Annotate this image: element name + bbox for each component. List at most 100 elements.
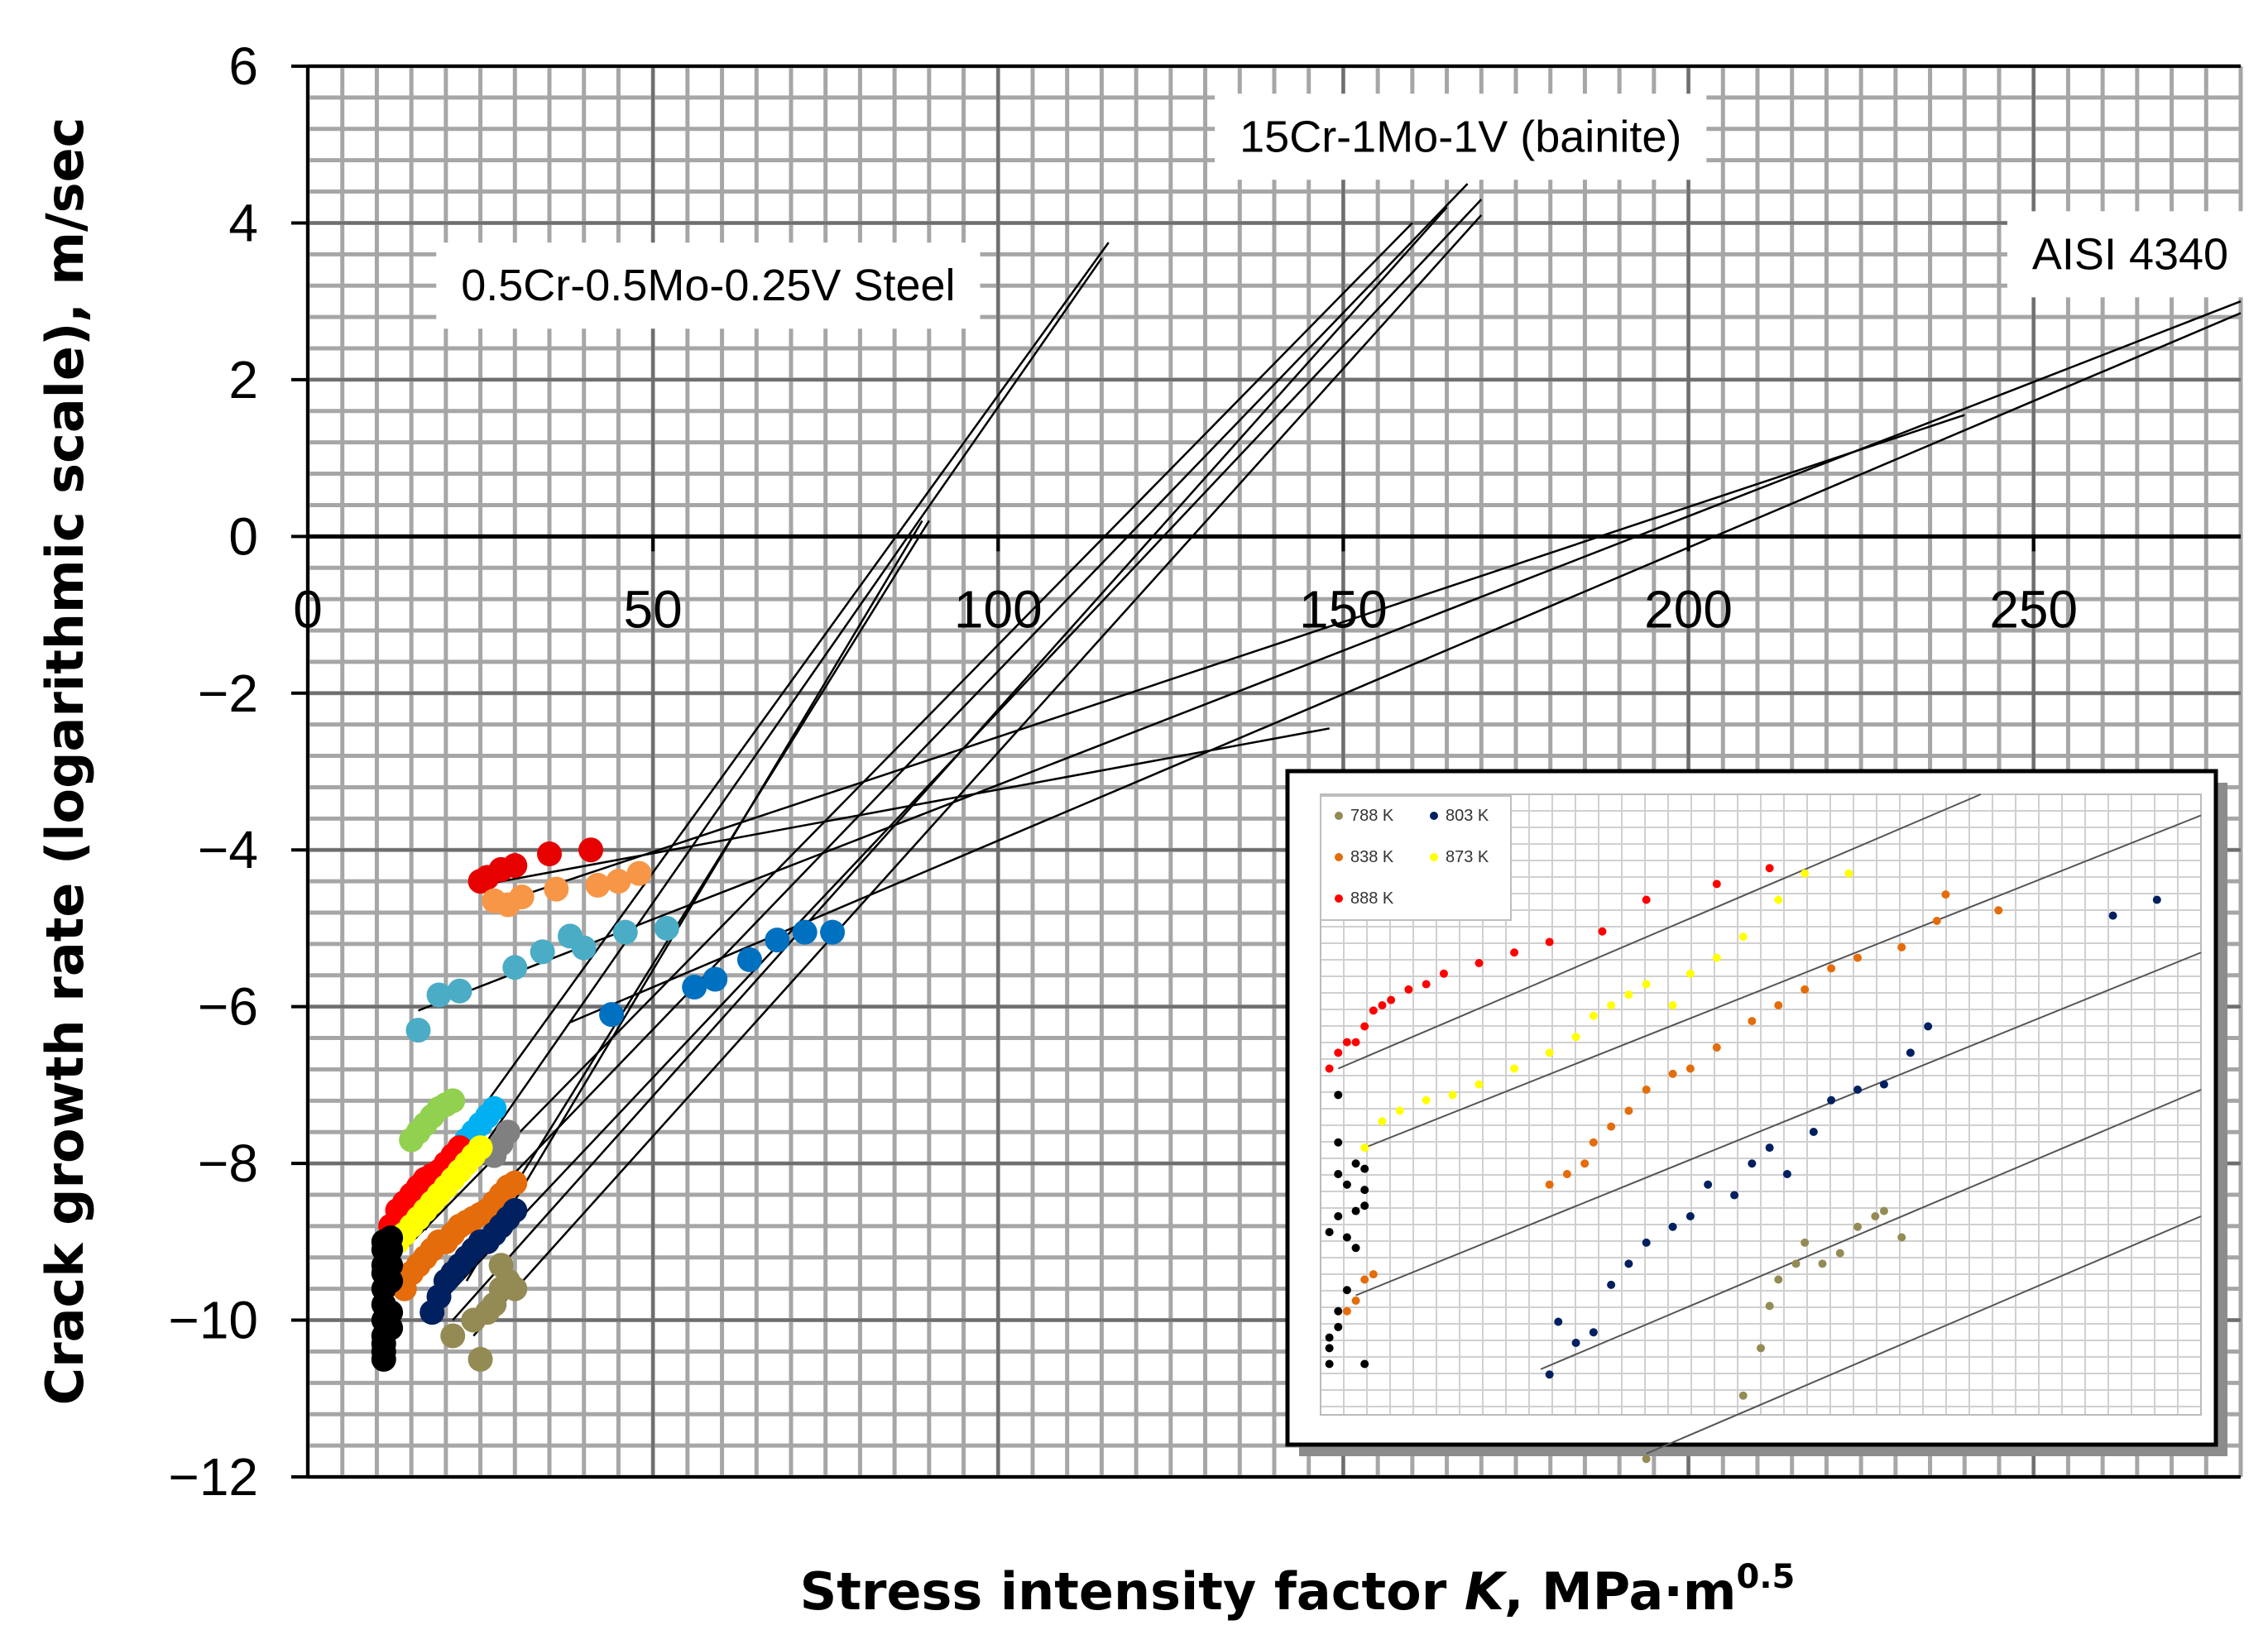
- inset-legend-marker: [1335, 853, 1343, 861]
- data-point: [371, 1339, 396, 1364]
- data-point: [585, 872, 611, 898]
- annotation-box: [2007, 211, 2254, 298]
- inset-data-point: [1800, 985, 1810, 994]
- inset-data-point: [1924, 1022, 1933, 1031]
- data-point: [468, 1346, 493, 1372]
- inset-data-point: [1871, 1212, 1880, 1220]
- inset-data-point: [1827, 964, 1836, 973]
- inset-data-point: [1906, 1048, 1915, 1057]
- data-point: [612, 919, 638, 945]
- inset-series: [1325, 1091, 1369, 1369]
- fit-line: [444, 520, 930, 1297]
- inset-data-point: [1809, 1128, 1818, 1136]
- x-tick-label: 0: [293, 579, 323, 639]
- inset-data-point: [1325, 1359, 1334, 1369]
- inset-data-point: [1827, 1095, 1836, 1105]
- inset-data-point: [1510, 1064, 1519, 1073]
- inset-data-point: [1941, 890, 1950, 899]
- inset-data-point: [1685, 969, 1695, 978]
- inset-data-point: [1712, 1043, 1721, 1052]
- data-point: [488, 1253, 514, 1278]
- inset-data-point: [1668, 1001, 1677, 1009]
- fit-line: [418, 300, 2242, 1012]
- data-point: [468, 1135, 493, 1161]
- data-point: [530, 939, 555, 965]
- inset-data-point: [1422, 980, 1431, 989]
- x-axis-title-mid: , MPa·m: [1504, 1561, 1737, 1622]
- inset-data-point: [1334, 1322, 1343, 1331]
- annotation-box: [1215, 93, 1707, 180]
- fit-line: [403, 222, 1413, 1251]
- inset-data-point: [1448, 1091, 1457, 1100]
- inset-series: [1325, 864, 1774, 1073]
- data-point: [736, 947, 762, 972]
- inset-data-point: [1378, 1001, 1387, 1009]
- inset-data-point: [1351, 1206, 1360, 1215]
- x-axis-title-k: K: [1465, 1561, 1508, 1622]
- inset-data-point: [1342, 1306, 1351, 1316]
- fit-line: [480, 727, 1330, 887]
- inset-data-point: [1748, 1159, 1757, 1168]
- data-point: [447, 978, 472, 1004]
- inset-legend: 788 K 803 K 838 K 873 K 888 K: [1320, 795, 1512, 921]
- inset-data-point: [1571, 1033, 1580, 1042]
- fit-line: [417, 183, 1469, 1274]
- series-olive: [440, 1253, 528, 1372]
- data-point: [792, 919, 818, 945]
- inset-data-point: [1853, 953, 1863, 962]
- inset-data-point: [1545, 1370, 1554, 1379]
- inset-data-point: [1351, 1297, 1360, 1305]
- data-point: [440, 1323, 466, 1349]
- annotation: 0.5Cr-0.5Mo-0.25V Steel: [436, 242, 981, 329]
- inset-data-point: [1765, 1301, 1774, 1311]
- data-point: [571, 935, 597, 961]
- y-tick-label: −12: [168, 1447, 258, 1507]
- inset-data-point: [1474, 1080, 1484, 1089]
- inset-chart: 788 K 803 K 838 K 873 K 888 K: [1285, 769, 2227, 1464]
- inset-data-point: [1897, 1233, 1906, 1242]
- inset-data-point: [1439, 969, 1448, 978]
- inset-data-point: [2108, 911, 2117, 920]
- inset-data-point: [1765, 864, 1774, 873]
- y-axis-title: Crack growth rate (logarithmic scale), m…: [35, 117, 95, 1406]
- inset-data-point: [1642, 980, 1651, 989]
- inset-data-point: [1642, 1455, 1651, 1464]
- inset-data-point: [1800, 1238, 1810, 1247]
- tick-labels: 6 4 2 0 −2 −4 −6 −8 −10 −12 0 50 100 150 200 250: [168, 36, 2078, 1507]
- inset-data-point: [1562, 1170, 1571, 1178]
- data-point: [509, 884, 535, 910]
- inset-legend-label: 838 K: [1350, 848, 1394, 866]
- inset-data-point: [1422, 1095, 1431, 1105]
- data-point: [682, 974, 707, 999]
- inset-data-point: [1712, 880, 1721, 889]
- inset-data-point: [1642, 1238, 1651, 1247]
- inset-legend-label: 803 K: [1446, 807, 1489, 825]
- data-point: [606, 869, 631, 894]
- inset-data-point: [1545, 1180, 1554, 1189]
- inset-legend-marker: [1430, 853, 1438, 861]
- fit-line: [472, 214, 1483, 1337]
- y-tick-label: −8: [198, 1134, 258, 1193]
- inset-data-point: [1325, 1333, 1334, 1342]
- inset-data-point: [1334, 1306, 1343, 1316]
- inset-data-point: [1554, 1317, 1563, 1326]
- inset-legend-box: [1320, 795, 1512, 921]
- annotation-text: 15Cr-1Mo-1V (bainite): [1239, 112, 1681, 161]
- inset-data-point: [1334, 1170, 1343, 1178]
- y-tick-label: 0: [228, 506, 258, 566]
- inset-data-point: [1738, 932, 1748, 942]
- inset-data-point: [1800, 869, 1810, 878]
- inset-data-point: [1835, 1249, 1844, 1258]
- inset-data-point: [1624, 1259, 1633, 1268]
- inset-data-point: [1879, 1206, 1888, 1215]
- inset-data-point: [1853, 1086, 1863, 1094]
- data-point: [502, 853, 528, 879]
- fit-line: [452, 206, 1448, 1321]
- data-point: [544, 876, 569, 902]
- inset-data-point: [1642, 895, 1651, 904]
- inset-plot-area: [1320, 793, 2202, 1416]
- inset-fit-line: [1355, 952, 2202, 1297]
- inset-data-point: [1387, 995, 1396, 1004]
- inset-legend-label: 888 K: [1350, 889, 1394, 908]
- inset-data-point: [1791, 1259, 1800, 1268]
